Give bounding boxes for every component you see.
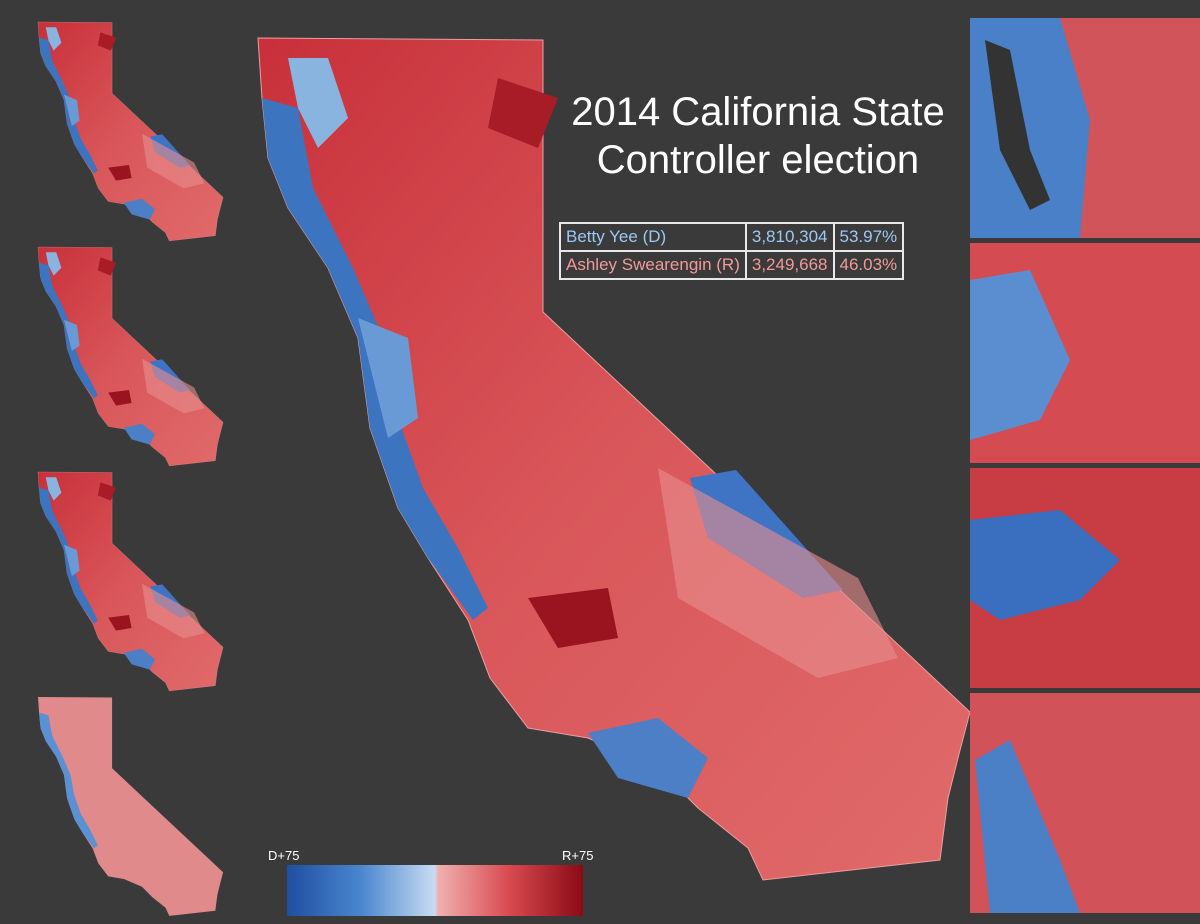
small-map <box>37 246 224 467</box>
legend-gradient <box>287 865 583 916</box>
votes: 3,249,668 <box>744 250 835 280</box>
percent: 53.97% <box>832 222 905 252</box>
small-map <box>38 697 224 916</box>
inset-maps <box>970 18 1200 913</box>
percent: 46.03% <box>832 250 905 280</box>
legend-label: R+75 <box>562 848 594 863</box>
result-row: Ashley Swearengin (R) 3,249,668 46.03% <box>559 250 905 280</box>
title: 2014 California State Controller electio… <box>571 90 945 182</box>
small-map <box>37 471 224 692</box>
result-row: Betty Yee (D) 3,810,304 53.97% <box>559 222 905 252</box>
results-table: Betty Yee (D) 3,810,304 53.97% Ashley Sw… <box>559 222 905 280</box>
candidate: Betty Yee (D) <box>559 222 747 252</box>
legend-label: D+75 <box>268 848 300 863</box>
votes: 3,810,304 <box>744 222 835 252</box>
small-map <box>37 21 224 242</box>
candidate: Ashley Swearengin (R) <box>559 250 747 280</box>
